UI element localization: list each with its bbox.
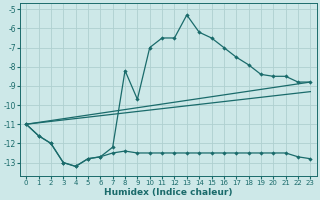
X-axis label: Humidex (Indice chaleur): Humidex (Indice chaleur): [104, 188, 233, 197]
